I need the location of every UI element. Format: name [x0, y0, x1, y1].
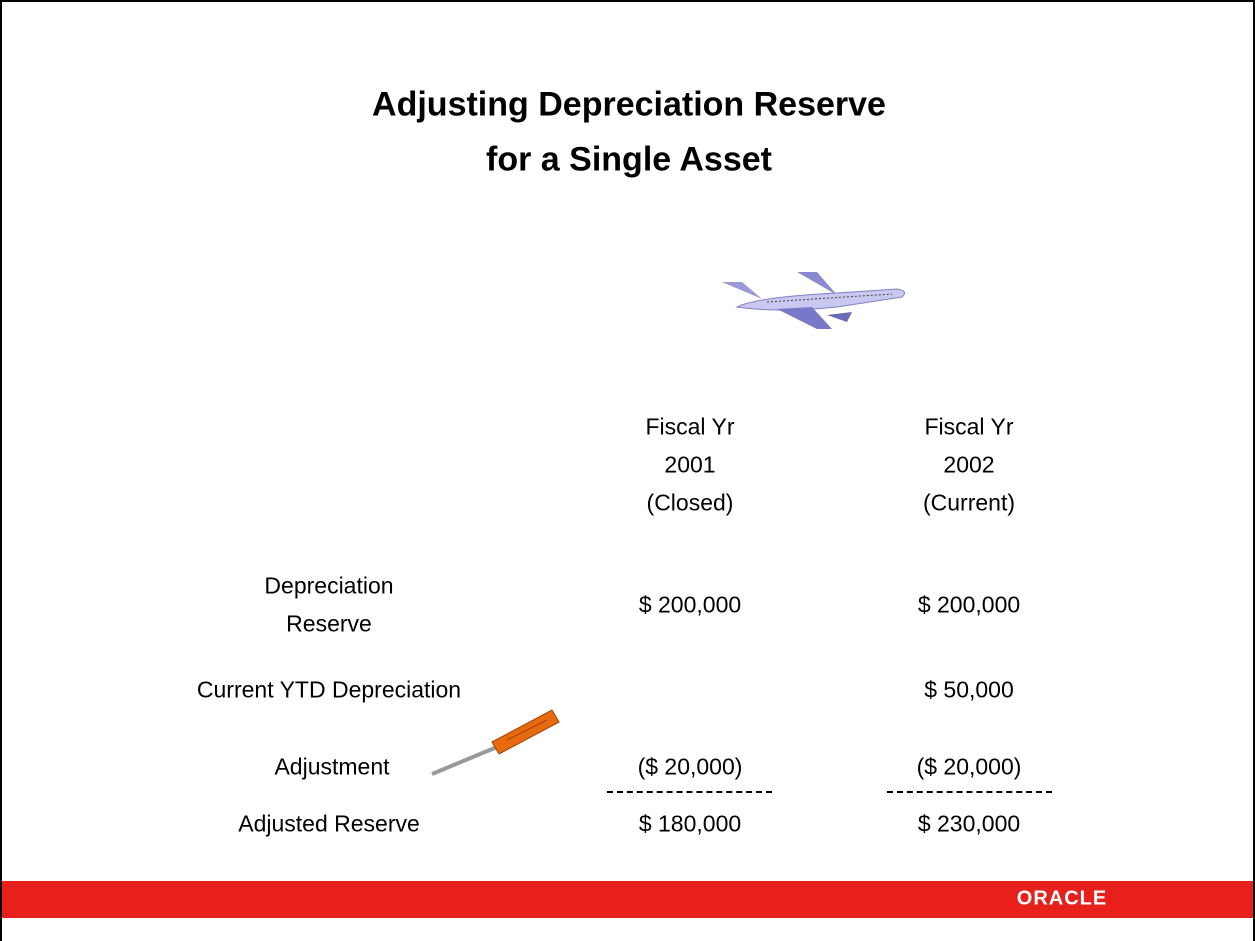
cell-value: $ 180,000: [639, 811, 741, 838]
cell-value: $ 200,000: [918, 592, 1020, 619]
slide: ORACLE Adjusting Depreciation Reserve for…: [0, 0, 1255, 941]
cell-value: ($ 20,000): [638, 754, 743, 781]
cell-value: $ 50,000: [924, 677, 1014, 704]
row-label: Depreciation: [264, 573, 393, 600]
sum-rule: [607, 791, 772, 793]
column-header: 2001: [664, 452, 715, 479]
title: Adjusting Depreciation Reserve: [372, 86, 886, 125]
row-label: Current YTD Depreciation: [197, 677, 461, 704]
column-header: (Current): [923, 490, 1015, 517]
sum-rule: [887, 791, 1052, 793]
screwdriver-icon: [427, 702, 562, 782]
row-label: Adjusted Reserve: [238, 811, 420, 838]
row-label: Reserve: [286, 611, 372, 638]
logo: ORACLE: [1017, 888, 1107, 911]
row-label: Adjustment: [274, 754, 389, 781]
column-header: Fiscal Yr: [924, 414, 1013, 441]
title: for a Single Asset: [486, 141, 772, 180]
cell-value: ($ 20,000): [917, 754, 1022, 781]
airplane-icon: [717, 267, 912, 342]
column-header: (Closed): [647, 490, 734, 517]
cell-value: $ 200,000: [639, 592, 741, 619]
column-header: 2002: [943, 452, 994, 479]
cell-value: $ 230,000: [918, 811, 1020, 838]
column-header: Fiscal Yr: [645, 414, 734, 441]
